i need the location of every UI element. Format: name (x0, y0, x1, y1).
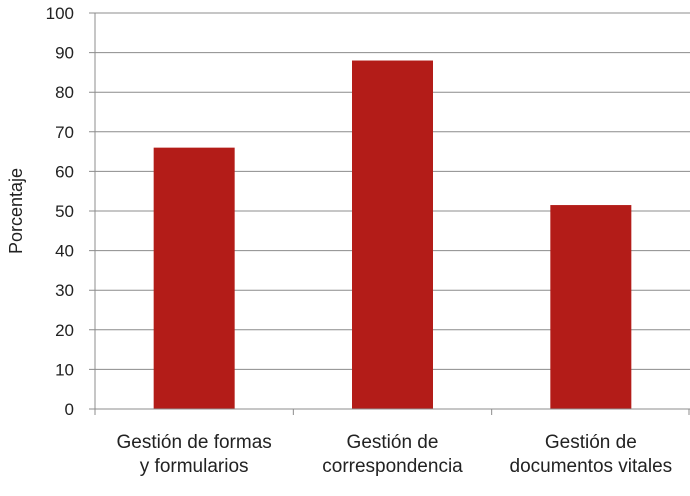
y-tick-label: 0 (65, 400, 74, 419)
x-category-label: y formularios (140, 456, 249, 477)
y-axis-title: Porcentaje (6, 168, 26, 254)
y-tick-label: 50 (55, 202, 74, 221)
y-tick-label: 60 (55, 162, 74, 181)
bar-2 (352, 60, 433, 410)
x-category-label: Gestión de (545, 432, 637, 453)
bar-3 (550, 205, 632, 409)
y-tick-label: 80 (55, 83, 74, 102)
bar-1 (153, 147, 235, 409)
x-category-label: Gestión de formas (117, 432, 272, 453)
y-tick-label: 20 (55, 321, 74, 340)
axes (89, 13, 690, 415)
y-tick-label: 30 (55, 281, 74, 300)
x-category-label: documentos vitales (510, 456, 673, 477)
x-category-label: correspondencia (322, 456, 463, 477)
y-tick-label: 70 (55, 123, 74, 142)
labels: 0 10 20 30 40 50 60 70 80 90 100 Gestión de formas y… (46, 4, 673, 477)
y-tick-label: 40 (55, 242, 74, 261)
y-tick-label: 90 (55, 44, 74, 63)
y-tick-label: 10 (55, 360, 74, 379)
x-category-label: Gestión de (347, 432, 439, 453)
y-tick-label: 100 (46, 4, 74, 23)
bars (153, 60, 632, 410)
